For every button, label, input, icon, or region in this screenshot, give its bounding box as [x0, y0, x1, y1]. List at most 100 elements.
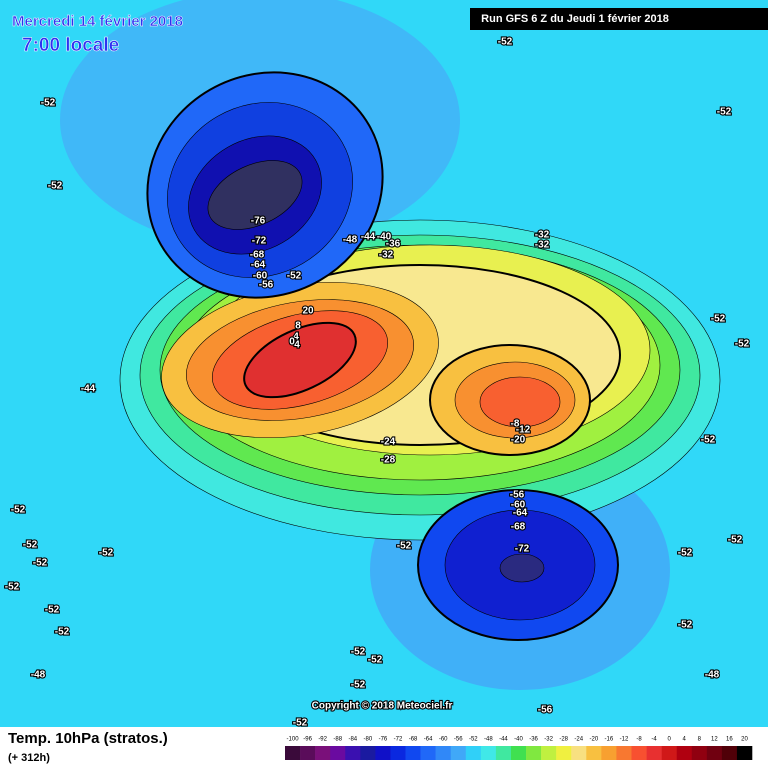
scale-label: -20	[589, 737, 598, 743]
contour-label: -52	[717, 107, 732, 118]
color-swatch	[435, 746, 452, 760]
color-swatch	[721, 746, 738, 760]
color-swatch	[646, 746, 662, 760]
contour-label: 20	[302, 306, 314, 317]
color-swatch	[360, 746, 376, 760]
color-swatch	[661, 746, 677, 760]
forecast-time: 7:00 locale	[22, 35, 119, 56]
color-swatch	[706, 746, 723, 760]
color-swatch	[420, 746, 436, 760]
contour-label: -52	[678, 548, 693, 559]
contour-label: -52	[287, 271, 302, 282]
scale-label: -60	[439, 737, 448, 743]
color-swatch	[526, 746, 542, 760]
contour-label: -56	[510, 490, 525, 501]
run-info: Run GFS 6 Z du Jeudi 1 février 2018	[481, 13, 669, 25]
contour-label: -44	[81, 384, 96, 395]
contour-label: -52	[45, 605, 60, 616]
scale-label: -28	[559, 737, 568, 743]
scale-label: -4	[651, 737, 657, 743]
contour-label: 8	[295, 321, 301, 332]
contour-label: -52	[293, 718, 308, 729]
scale-label: -64	[424, 737, 433, 743]
scale-label: -68	[409, 737, 418, 743]
color-swatch	[676, 746, 693, 760]
contour-label: -76	[251, 216, 266, 227]
scale-label: -8	[636, 737, 642, 743]
scale-label: -36	[529, 737, 538, 743]
contour-label: -52	[397, 541, 412, 552]
contour-label: -60	[511, 500, 526, 511]
footer-title: Temp. 10hPa (stratos.)	[8, 730, 168, 747]
contour-label: -36	[386, 239, 401, 250]
scale-label: 12	[711, 737, 718, 743]
contour-label: -64	[251, 260, 266, 271]
scale-label: -16	[605, 737, 614, 743]
color-swatch	[345, 746, 361, 760]
contour-label: -32	[535, 240, 550, 251]
contour-label: -48	[31, 670, 46, 681]
scale-label: -48	[484, 737, 493, 743]
scale-label: -56	[454, 737, 463, 743]
color-swatch	[586, 746, 602, 760]
contour-label: -44	[361, 232, 376, 243]
scale-label: -84	[348, 737, 357, 743]
color-swatch	[390, 746, 406, 760]
contour-label: -56	[538, 705, 553, 716]
contour-label: -48	[705, 670, 720, 681]
contour-label: -24	[381, 437, 396, 448]
contour-labels: -52-52-52-76-72-68-64-60-56-52-48 -44 -40-…	[4, 36, 751, 730]
color-swatch	[330, 746, 346, 760]
scale-label: -92	[318, 737, 327, 743]
contour-label: -52	[728, 535, 743, 546]
copyright: Copyright © 2018 Meteociel.fr	[312, 701, 453, 712]
scale-label: 16	[726, 737, 733, 743]
scale-label: -88	[333, 737, 342, 743]
color-swatch	[405, 746, 421, 760]
color-swatch	[480, 746, 497, 760]
contour-label: -12	[516, 425, 531, 436]
contour-label: -32	[535, 230, 550, 241]
contour-label: -52	[678, 620, 693, 631]
footer-lead: (+ 312h)	[8, 752, 50, 764]
contour-label: -52	[5, 582, 20, 593]
scale-label: -80	[364, 737, 373, 743]
temperature-field	[60, 0, 721, 690]
scale-label: -40	[514, 737, 523, 743]
scale-label: -96	[303, 737, 312, 743]
contour-label: -68	[250, 250, 265, 261]
contour-label: -52	[498, 37, 513, 48]
contour-label: -52	[351, 647, 366, 658]
contour-label: -52	[11, 505, 26, 516]
contour-label: -52	[735, 339, 750, 350]
contour-label: -20	[511, 435, 526, 446]
scale-label: -76	[379, 737, 388, 743]
scale-label: -52	[469, 737, 478, 743]
scale-label: 8	[698, 737, 702, 743]
scale-label: 0	[667, 737, 671, 743]
color-swatch	[300, 746, 316, 760]
color-swatch	[510, 746, 527, 760]
scale-label: -72	[394, 737, 403, 743]
contour-label: -52	[23, 540, 38, 551]
color-swatch	[285, 746, 301, 760]
contour-label: -32	[379, 250, 394, 261]
color-swatch	[616, 746, 632, 760]
contour-label: -52	[41, 98, 56, 109]
contour-label: -52	[351, 680, 366, 691]
color-scale: -100 -96 -92 -88 -84 -80 -76 -72 -68 -64 -60 -56 -52…	[285, 737, 753, 760]
contour-label: 0	[289, 337, 295, 348]
contour-label: -72	[252, 236, 267, 247]
contour-label: -52	[99, 548, 114, 559]
forecast-date: Mercredi 14 février 2018	[12, 13, 183, 30]
color-swatch	[495, 746, 512, 760]
contour-label: -72	[515, 544, 530, 555]
contour-label: -52	[711, 314, 726, 325]
scale-label: -24	[574, 737, 583, 743]
contour-label: -52	[33, 558, 48, 569]
color-swatch	[571, 746, 587, 760]
contour-label: -48	[343, 235, 358, 246]
contour-label: -68	[511, 522, 526, 533]
color-swatch	[315, 746, 331, 760]
